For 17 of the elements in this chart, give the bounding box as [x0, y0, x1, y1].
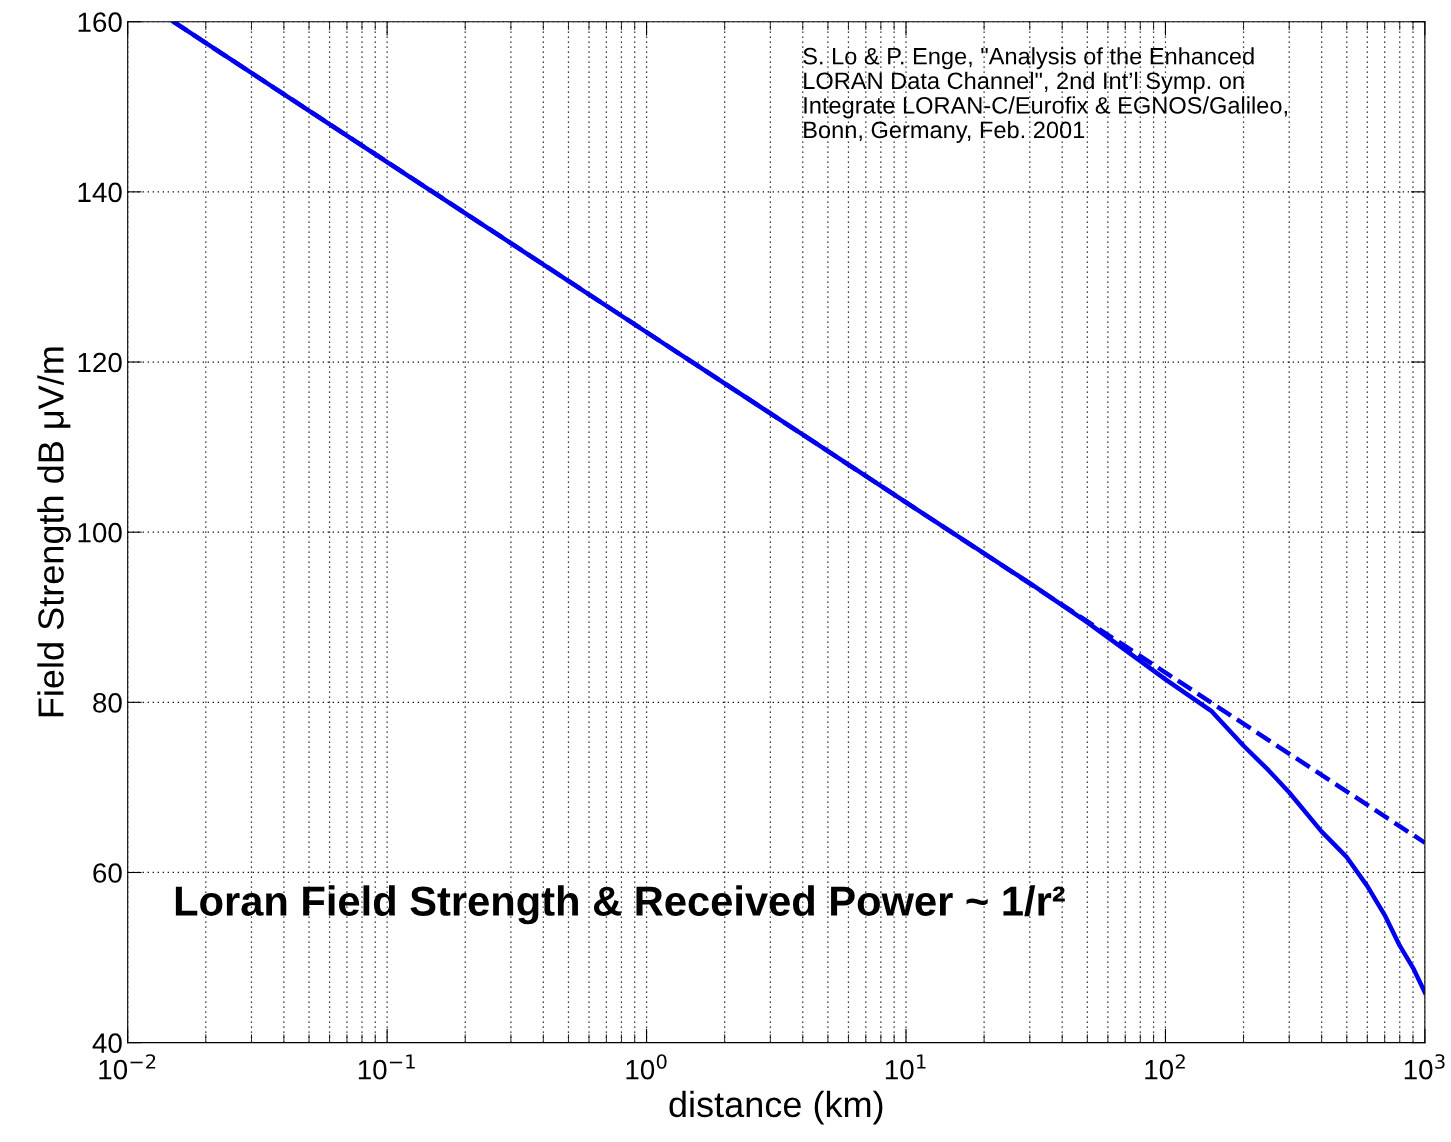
x-tick-label: 10$^{0}$	[626, 1054, 667, 1080]
y-tick-label: 100	[78, 522, 122, 543]
x-tick-label: 10$^{1}$	[885, 1054, 926, 1080]
y-tick-label: 160	[78, 12, 122, 33]
x-axis-title: distance (km)	[669, 1090, 883, 1125]
y-tick-label: 60	[93, 863, 122, 883]
y-tick-label: 40	[92, 1033, 122, 1053]
x-tick-label: 10$^{−2}$	[99, 1054, 156, 1080]
x-tick-label: 10$^{−1}$	[358, 1054, 415, 1080]
y-tick-label: 120	[78, 352, 122, 373]
y-tick-label: 80	[93, 693, 122, 713]
x-tick-label: 10$^{2}$	[1145, 1054, 1185, 1080]
x-tick-label: 10$^{3}$	[1404, 1054, 1445, 1080]
y-axis-title: Field Strength dB μV/m	[37, 347, 71, 717]
annotation: Loran Field Strength & Received Power ~ 1/r²	[175, 885, 1065, 925]
annotation: S. Lo & P. Enge, "Analysis of the Enhanced LORAN Data Channel", 2nd Int’l Symp. on Integrate LORAN-C/Eurofix & EGNOS/Galileo, Bonn, Germany, Feb. 2001	[803, 47, 1287, 143]
y-tick-label: 140	[78, 182, 122, 203]
